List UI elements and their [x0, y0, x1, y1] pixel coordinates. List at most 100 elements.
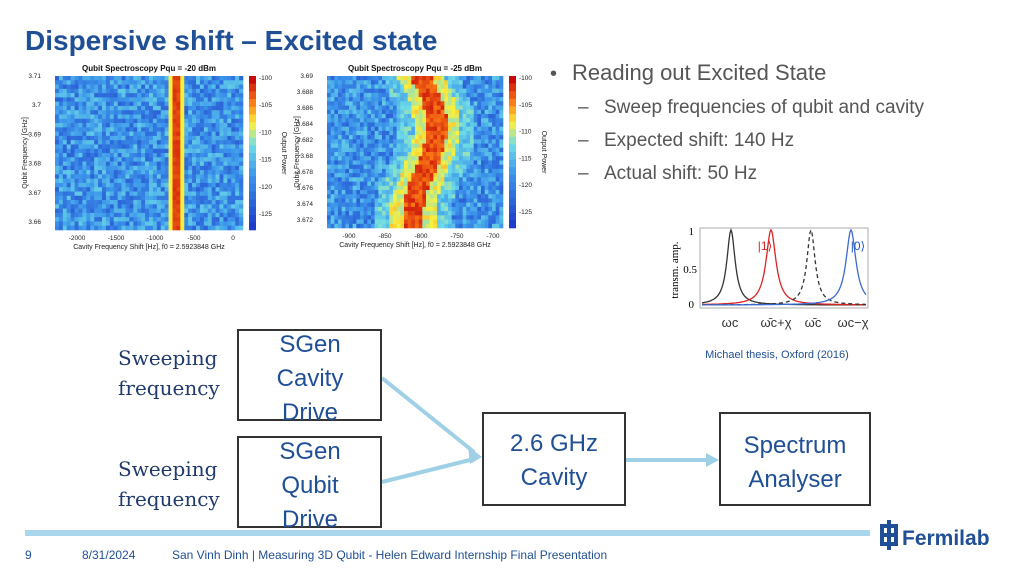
heatmap-cell: [485, 177, 489, 182]
heatmap-cell: [488, 190, 492, 195]
heatmap-cell: [196, 149, 200, 154]
heatmap-cell: [239, 80, 243, 85]
heatmap-cell: [382, 169, 386, 174]
heatmap-cell: [334, 190, 338, 195]
heatmap-cell: [360, 169, 364, 174]
heatmap-cell: [338, 194, 342, 199]
heatmap-cell: [223, 196, 227, 201]
heatmap-cell: [79, 213, 83, 218]
heatmap-cell: [389, 144, 393, 149]
heatmap-cell: [212, 174, 216, 179]
heatmap-cell: [419, 186, 423, 191]
heatmap-cell: [481, 127, 485, 132]
heatmap-cell: [397, 194, 401, 199]
heatmap-cell: [455, 148, 459, 153]
heatmap-cell: [485, 152, 489, 157]
heatmap-cell: [110, 196, 114, 201]
heatmap-cell: [367, 177, 371, 182]
heatmap-cell: [360, 160, 364, 165]
heatmap-cell: [422, 101, 426, 106]
colorbar-cell: [249, 130, 256, 138]
heatmap-cell: [393, 220, 397, 225]
heatmap-cell: [55, 140, 59, 145]
heatmap-cell: [149, 115, 153, 120]
heatmap-cell: [364, 186, 368, 191]
heatmap-cell: [441, 169, 445, 174]
heatmap-cell: [196, 192, 200, 197]
heatmap-cell: [98, 93, 102, 98]
heatmap-cell: [342, 122, 346, 127]
heatmap-cell: [334, 122, 338, 127]
heatmap-cell: [463, 139, 467, 144]
heatmap-cell: [419, 97, 423, 102]
heatmap-cell: [141, 106, 145, 111]
heatmap-cell: [165, 196, 169, 201]
heatmap-cell: [220, 204, 224, 209]
heatmap-cell: [94, 85, 98, 90]
heatmap-cell: [223, 166, 227, 171]
heatmap-cell: [437, 127, 441, 132]
heatmap-cell: [82, 192, 86, 197]
heatmap-cell: [455, 101, 459, 106]
heatmap-cell: [63, 110, 67, 115]
heatmap-cell: [327, 203, 331, 208]
heatmap-cell: [345, 114, 349, 119]
heatmap-cell: [397, 148, 401, 153]
heatmap-cell: [419, 224, 423, 229]
heatmap-cell: [342, 169, 346, 174]
heatmap-cell: [141, 93, 145, 98]
heatmap-cell: [86, 115, 90, 120]
heatmap-cell: [404, 220, 408, 225]
heatmap-cell: [153, 183, 157, 188]
heatmap-cell: [331, 118, 335, 123]
heatmap-cell: [382, 84, 386, 89]
heatmap-cell: [79, 80, 83, 85]
heatmap-cell: [481, 220, 485, 225]
heatmap-cell: [488, 156, 492, 161]
heatmap-cell: [176, 106, 180, 111]
heatmap-cell: [499, 156, 503, 161]
heatmap-cell: [114, 132, 118, 137]
heatmap-cell: [353, 135, 357, 140]
heatmap-cell: [153, 119, 157, 124]
heatmap-cell: [488, 118, 492, 123]
heatmap-cell: [227, 110, 231, 115]
heatmap-cell: [227, 127, 231, 132]
heatmap-cell: [94, 136, 98, 141]
heatmap-cell: [375, 76, 379, 81]
heatmap-cell: [382, 122, 386, 127]
heatmap-cell: [397, 177, 401, 182]
heatmap-cell: [338, 135, 342, 140]
heatmap-cell: [102, 196, 106, 201]
heatmap-cell: [126, 115, 130, 120]
heatmap-cell: [59, 196, 63, 201]
heatmap-cell: [375, 186, 379, 191]
heatmap-cell: [165, 85, 169, 90]
heatmap-cell: [118, 183, 122, 188]
colorbar-cell: [249, 107, 256, 115]
heatmap-cell: [422, 156, 426, 161]
heatmap-cell: [404, 207, 408, 212]
heatmap-cell: [393, 144, 397, 149]
heatmap-cell: [231, 170, 235, 175]
heatmap-cell: [79, 119, 83, 124]
heatmap-cell: [165, 89, 169, 94]
heatmap-cell: [371, 97, 375, 102]
heatmap-cell: [79, 140, 83, 145]
heatmap-cell: [371, 135, 375, 140]
heatmap-cell: [360, 84, 364, 89]
heatmap-cell: [227, 119, 231, 124]
heatmap-cell: [227, 140, 231, 145]
heatmap-cell: [106, 209, 110, 214]
heatmap-cell: [176, 166, 180, 171]
heatmap-cell: [375, 148, 379, 153]
heatmap-cell: [235, 85, 239, 90]
heatmap-cell: [165, 162, 169, 167]
heatmap-cell: [477, 194, 481, 199]
heatmap-cell: [110, 226, 114, 231]
heatmap-cell: [149, 93, 153, 98]
heatmap-cell: [200, 221, 204, 226]
heatmap-cell: [353, 144, 357, 149]
heatmap-cell: [188, 179, 192, 184]
heatmap-cell: [133, 209, 137, 214]
